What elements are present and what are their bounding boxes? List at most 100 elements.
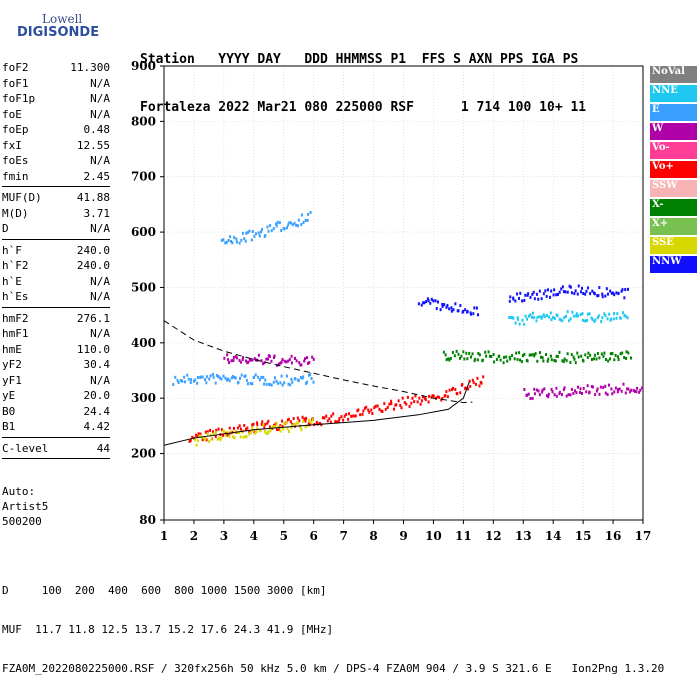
echo-point xyxy=(448,307,451,311)
echo-point xyxy=(529,397,532,401)
echo-point xyxy=(176,378,179,382)
echo-point xyxy=(572,355,575,359)
echo-point xyxy=(300,363,303,367)
echo-point xyxy=(380,409,383,413)
echo-point xyxy=(283,359,286,363)
echo-point xyxy=(616,355,619,359)
footer-info: D 100 200 400 600 800 1000 1500 3000 [km… xyxy=(2,558,664,688)
echo-point xyxy=(539,355,542,359)
echo-point xyxy=(303,417,306,421)
echo-point xyxy=(558,390,561,394)
echo-point xyxy=(578,391,581,395)
echo-point xyxy=(301,415,304,419)
legend-item-vominus: Vo- xyxy=(650,142,697,159)
echo-point xyxy=(585,289,588,293)
echo-point xyxy=(270,383,273,387)
echo-point xyxy=(283,227,286,231)
echo-point xyxy=(291,223,294,227)
y-tick-label: 400 xyxy=(131,336,156,350)
echo-point xyxy=(368,410,371,414)
echo-point xyxy=(238,358,241,362)
echo-point xyxy=(611,352,614,356)
echo-point xyxy=(311,418,314,422)
echo-point xyxy=(248,432,251,436)
footer-distance-row: D 100 200 400 600 800 1000 1500 3000 [km… xyxy=(2,584,327,597)
echo-point xyxy=(214,434,217,438)
echo-point xyxy=(564,290,567,294)
echo-point xyxy=(312,357,315,361)
param-row: hmE 110.0 xyxy=(2,342,110,358)
echo-point xyxy=(263,382,266,386)
echo-point xyxy=(632,388,635,392)
echo-point xyxy=(288,430,291,434)
echo-point xyxy=(296,421,299,425)
echo-point xyxy=(533,387,536,391)
echo-point xyxy=(594,318,597,322)
echo-point xyxy=(535,319,538,323)
echo-point xyxy=(232,356,235,360)
echo-point xyxy=(219,438,222,442)
echo-point xyxy=(525,317,528,321)
echo-point xyxy=(225,378,228,382)
param-name: foF1 xyxy=(2,76,29,90)
echo-point xyxy=(266,225,269,229)
echo-point xyxy=(570,291,573,295)
echo-point xyxy=(591,289,594,293)
echo-point xyxy=(232,426,235,430)
echo-point xyxy=(597,314,600,318)
echo-point xyxy=(268,425,271,429)
echo-point xyxy=(480,381,483,385)
echo-point xyxy=(602,354,605,358)
echo-point xyxy=(300,428,303,432)
echo-point xyxy=(562,290,565,294)
echo-point xyxy=(205,438,208,442)
param-name: B0 xyxy=(2,404,16,418)
echo-point xyxy=(343,414,346,418)
echo-point xyxy=(472,312,475,316)
echo-point xyxy=(590,385,593,389)
echo-point xyxy=(565,359,568,363)
echo-point xyxy=(305,416,308,420)
echo-point xyxy=(246,426,249,430)
echo-point xyxy=(493,360,496,364)
echo-point xyxy=(289,383,292,387)
echo-point xyxy=(633,389,636,393)
echo-point xyxy=(194,438,197,442)
echo-point xyxy=(298,419,301,423)
echo-point xyxy=(582,359,585,363)
echo-point xyxy=(218,436,221,440)
echo-point xyxy=(602,386,605,390)
param-row: yF2 30.4 xyxy=(2,357,110,373)
echo-point xyxy=(220,377,223,381)
echo-point xyxy=(354,414,357,418)
echo-point xyxy=(523,352,526,356)
param-row: D N/A xyxy=(2,221,110,237)
echo-point xyxy=(255,232,258,236)
echo-point xyxy=(425,300,428,304)
legend-item-xplus: X+ xyxy=(650,218,697,235)
echo-point xyxy=(274,422,277,426)
param-name: yE xyxy=(2,389,16,402)
echo-point xyxy=(562,360,565,364)
echo-point xyxy=(585,318,588,322)
echo-point xyxy=(529,313,532,317)
echo-point xyxy=(461,382,464,386)
echo-point xyxy=(476,376,479,380)
echo-point xyxy=(541,356,544,360)
echo-point xyxy=(326,419,329,423)
echo-point xyxy=(226,430,229,434)
echo-point xyxy=(579,312,582,316)
echo-point xyxy=(194,378,197,382)
echo-point xyxy=(464,386,467,390)
param-row: foEp 0.48 xyxy=(2,122,110,138)
echo-point xyxy=(262,423,265,427)
echo-point xyxy=(388,402,391,406)
echo-point xyxy=(419,402,422,406)
echo-point xyxy=(624,391,627,395)
echo-point xyxy=(204,430,207,434)
echo-point xyxy=(218,376,221,380)
echo-point xyxy=(233,376,236,380)
echo-point xyxy=(492,352,495,356)
param-name: fmin xyxy=(2,169,29,183)
echo-point xyxy=(269,429,272,433)
